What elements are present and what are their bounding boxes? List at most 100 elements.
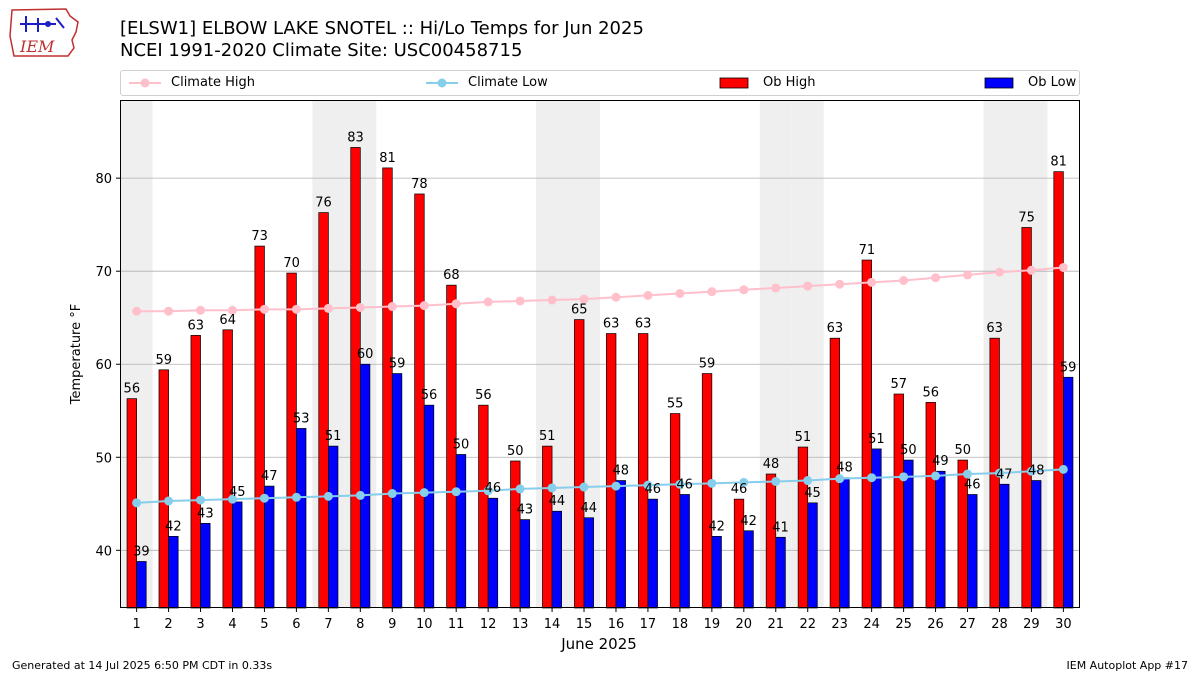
climate-high-point <box>419 301 429 311</box>
ob-low-label: 46 <box>964 477 981 492</box>
ob-low-bar <box>264 485 275 609</box>
grid-lines <box>120 177 1080 551</box>
ob-low-label: 46 <box>485 481 502 496</box>
x-tick-label: 16 <box>608 617 625 632</box>
ob-low-label: 51 <box>325 429 342 444</box>
ob-low-label: 53 <box>293 411 310 426</box>
ob-high-label: 65 <box>571 303 588 318</box>
ob-low-label: 48 <box>836 461 853 476</box>
climate-low-point <box>451 487 461 497</box>
climate-high-point <box>387 302 397 312</box>
climate-low-point <box>196 495 206 505</box>
ob-low-label: 48 <box>612 464 629 479</box>
climate-low-point <box>259 493 269 503</box>
ob-low-label: 44 <box>549 494 566 509</box>
ob-high-bar <box>510 460 521 609</box>
ob-low-bar <box>328 445 339 609</box>
climate-high-point <box>707 287 717 297</box>
legend-line-marker-icon <box>426 78 458 88</box>
x-tick-label: 27 <box>959 617 976 632</box>
climate-high-point <box>227 305 237 315</box>
climate-high-point <box>963 270 973 280</box>
climate-high-point <box>643 290 653 300</box>
climate-low-point <box>1058 464 1068 474</box>
ob-high-label: 63 <box>603 317 620 332</box>
x-tick-label: 18 <box>672 617 689 632</box>
ob-high-label: 59 <box>699 357 716 372</box>
climate-high-line <box>136 266 1064 313</box>
ob-high-label: 70 <box>283 256 300 271</box>
ob-high-label: 76 <box>315 196 332 211</box>
ob-high-label: 81 <box>1050 155 1067 170</box>
ob-low-bar <box>423 404 435 609</box>
legend-climate-high: Climate High <box>127 74 327 92</box>
y-axis-label: Temperature °F <box>69 304 84 405</box>
ob-high-bar <box>318 212 329 609</box>
climate-low-point <box>994 468 1004 478</box>
climate-high-point <box>196 305 206 315</box>
climate-low-point <box>323 491 333 501</box>
climate-low-point <box>611 481 621 491</box>
x-axis-label: June 2025 <box>560 635 637 653</box>
x-tick-label: 25 <box>895 617 912 632</box>
ob-low-bar <box>711 536 722 609</box>
x-tick-label: 28 <box>991 617 1008 632</box>
x-tick-label: 7 <box>324 617 332 632</box>
legend-label: Climate Low <box>468 75 548 90</box>
x-tick-label: 13 <box>512 617 529 632</box>
ob-low-label: 43 <box>517 503 534 518</box>
ob-low-bar <box>583 517 594 609</box>
ob-low-bar <box>232 501 243 609</box>
x-tick-label: 6 <box>292 617 300 632</box>
ob-high-label: 83 <box>347 130 364 145</box>
ob-low-label: 47 <box>996 467 1013 482</box>
ob-low-label: 50 <box>900 443 917 458</box>
climate-low-point <box>579 482 589 492</box>
climate-low-point <box>1026 466 1036 476</box>
ob-high-bar <box>797 446 809 609</box>
climate-low-point <box>227 494 237 504</box>
ob-high-bar <box>254 245 265 609</box>
ob-high-bar <box>637 333 649 609</box>
y-tick-label: 70 <box>95 265 112 280</box>
ob-high-bar <box>669 413 681 609</box>
legend-line-marker-icon <box>129 78 161 88</box>
ob-low-bar <box>839 477 850 609</box>
climate-high-point <box>259 304 269 314</box>
legend-climate-low: Climate Low <box>424 74 624 92</box>
ob-low-label: 43 <box>197 506 214 521</box>
ob-low-bar <box>743 530 754 609</box>
ob-low-bar <box>1031 480 1042 609</box>
x-tick-label: 4 <box>228 617 236 632</box>
ob-low-label: 59 <box>389 357 406 372</box>
ob-low-label: 42 <box>740 514 757 529</box>
legend-bar-swatch-icon <box>984 77 1014 89</box>
ob-high-bar <box>1053 171 1064 609</box>
climate-low-point <box>291 492 301 502</box>
x-tick-label: 10 <box>416 617 433 632</box>
climate-high-point <box>355 302 365 312</box>
climate-low-point <box>771 476 781 486</box>
x-tick-label: 12 <box>480 617 497 632</box>
ob-low-bar <box>455 454 467 609</box>
ob-low-bar <box>1063 376 1074 609</box>
climate-low-point <box>931 471 941 481</box>
ob-high-label: 63 <box>187 318 204 333</box>
iem-logo[interactable]: IEM <box>8 6 82 60</box>
climate-high-point <box>931 273 941 283</box>
x-tick-label: 8 <box>356 617 364 632</box>
x-tick-label: 22 <box>799 617 816 632</box>
ob-low-label: 41 <box>772 520 789 535</box>
ob-low-bar <box>807 502 818 609</box>
ob-low-label: 47 <box>261 469 278 484</box>
ob-high-label: 73 <box>251 229 268 244</box>
plot-frame <box>120 100 1080 608</box>
climate-high-point <box>1058 262 1068 272</box>
legend-bar-swatch-icon <box>719 77 749 89</box>
climate-low-point <box>355 490 365 500</box>
ob-low-bar <box>647 498 658 609</box>
climate-high-point <box>994 267 1004 277</box>
climate-low-point <box>675 479 685 489</box>
ob-low-bar <box>871 448 882 609</box>
